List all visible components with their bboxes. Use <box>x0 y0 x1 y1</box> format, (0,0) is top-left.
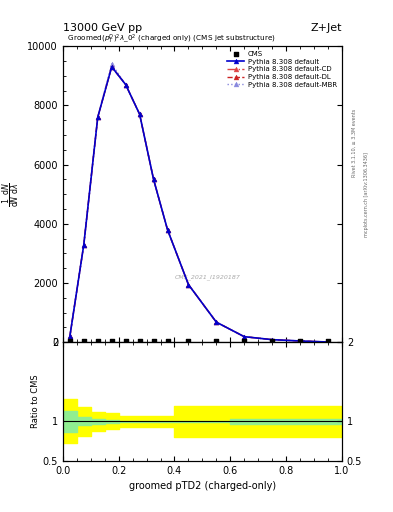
Pythia 8.308 default <box>242 334 247 340</box>
CMS <box>95 337 101 346</box>
Pythia 8.308 default-CD <box>298 338 303 344</box>
Pythia 8.308 default-DL <box>81 242 86 248</box>
Pythia 8.308 default <box>214 319 219 325</box>
Pythia 8.308 default-CD <box>242 334 247 340</box>
Pythia 8.308 default-CD <box>270 336 275 343</box>
Pythia 8.308 default-DL <box>214 319 219 325</box>
Pythia 8.308 default <box>270 336 275 343</box>
Pythia 8.308 default-CD <box>68 333 72 339</box>
Pythia 8.308 default-DL <box>326 339 331 345</box>
Pythia 8.308 default <box>68 333 72 339</box>
Pythia 8.308 default-CD <box>137 111 142 117</box>
CMS <box>185 337 192 346</box>
Pythia 8.308 default <box>326 339 331 345</box>
Pythia 8.308 default-MBR <box>326 339 331 345</box>
Pythia 8.308 default-MBR <box>123 81 128 88</box>
Pythia 8.308 default-DL <box>242 334 247 340</box>
Pythia 8.308 default-CD <box>81 242 86 248</box>
Pythia 8.308 default-CD <box>214 319 219 325</box>
Pythia 8.308 default-DL <box>123 81 128 88</box>
Pythia 8.308 default-CD <box>165 227 170 233</box>
Pythia 8.308 default <box>109 63 114 70</box>
CMS <box>136 337 143 346</box>
Line: Pythia 8.308 default-MBR: Pythia 8.308 default-MBR <box>68 61 331 345</box>
Pythia 8.308 default <box>151 176 156 182</box>
Pythia 8.308 default <box>137 111 142 117</box>
CMS <box>241 337 248 346</box>
CMS <box>213 337 220 346</box>
Pythia 8.308 default-DL <box>137 111 142 117</box>
Pythia 8.308 default-CD <box>109 63 114 70</box>
Pythia 8.308 default-CD <box>95 114 100 120</box>
Pythia 8.308 default-DL <box>151 176 156 182</box>
CMS <box>108 337 115 346</box>
Pythia 8.308 default-CD <box>186 282 191 288</box>
Y-axis label: $\frac{1}{\mathrm{d}N}\frac{\mathrm{d}N}{\mathrm{d}\lambda}$: $\frac{1}{\mathrm{d}N}\frac{\mathrm{d}N}… <box>0 182 22 207</box>
Pythia 8.308 default-DL <box>68 333 72 339</box>
Pythia 8.308 default-DL <box>298 338 303 344</box>
Line: Pythia 8.308 default: Pythia 8.308 default <box>68 65 331 345</box>
CMS <box>67 337 73 346</box>
Pythia 8.308 default-MBR <box>68 333 72 339</box>
Pythia 8.308 default-MBR <box>81 242 86 248</box>
Pythia 8.308 default-MBR <box>151 176 156 182</box>
Pythia 8.308 default-MBR <box>165 227 170 233</box>
Pythia 8.308 default-MBR <box>186 282 191 288</box>
Pythia 8.308 default-MBR <box>298 338 303 344</box>
CMS <box>269 337 275 346</box>
Pythia 8.308 default-CD <box>151 176 156 182</box>
Y-axis label: Ratio to CMS: Ratio to CMS <box>31 375 40 429</box>
Pythia 8.308 default <box>123 81 128 88</box>
Text: mcplots.cern.ch [arXiv:1306.3436]: mcplots.cern.ch [arXiv:1306.3436] <box>364 152 369 237</box>
CMS <box>325 337 331 346</box>
Pythia 8.308 default-DL <box>95 114 100 120</box>
Pythia 8.308 default-MBR <box>214 319 219 325</box>
Text: Z+Jet: Z+Jet <box>310 23 342 33</box>
Pythia 8.308 default-DL <box>186 282 191 288</box>
Text: Rivet 3.1.10, ≥ 3.3M events: Rivet 3.1.10, ≥ 3.3M events <box>352 109 357 178</box>
Pythia 8.308 default <box>81 242 86 248</box>
Pythia 8.308 default-DL <box>165 227 170 233</box>
X-axis label: groomed pTD2 (charged-only): groomed pTD2 (charged-only) <box>129 481 276 491</box>
Pythia 8.308 default-MBR <box>270 336 275 343</box>
Pythia 8.308 default-CD <box>326 339 331 345</box>
Pythia 8.308 default-MBR <box>242 334 247 340</box>
Legend: CMS, Pythia 8.308 default, Pythia 8.308 default-CD, Pythia 8.308 default-DL, Pyt: CMS, Pythia 8.308 default, Pythia 8.308 … <box>226 50 338 89</box>
Pythia 8.308 default-MBR <box>95 114 100 120</box>
Text: Groomed$(p_T^D)^2\lambda\_0^2$ (charged only) (CMS jet substructure): Groomed$(p_T^D)^2\lambda\_0^2$ (charged … <box>63 33 276 46</box>
Pythia 8.308 default-CD <box>123 81 128 88</box>
CMS <box>151 337 157 346</box>
Pythia 8.308 default-DL <box>109 63 114 70</box>
Pythia 8.308 default <box>186 282 191 288</box>
Line: Pythia 8.308 default-DL: Pythia 8.308 default-DL <box>68 65 331 345</box>
Pythia 8.308 default <box>95 114 100 120</box>
Pythia 8.308 default <box>298 338 303 344</box>
CMS <box>297 337 303 346</box>
CMS <box>123 337 129 346</box>
CMS <box>81 337 87 346</box>
Line: Pythia 8.308 default-CD: Pythia 8.308 default-CD <box>68 65 331 345</box>
Pythia 8.308 default <box>165 227 170 233</box>
CMS <box>164 337 171 346</box>
Pythia 8.308 default-DL <box>270 336 275 343</box>
Pythia 8.308 default-MBR <box>109 61 114 67</box>
Text: CMS_2021_I1920187: CMS_2021_I1920187 <box>175 274 241 280</box>
Text: 13000 GeV pp: 13000 GeV pp <box>63 23 142 33</box>
Pythia 8.308 default-MBR <box>137 111 142 117</box>
